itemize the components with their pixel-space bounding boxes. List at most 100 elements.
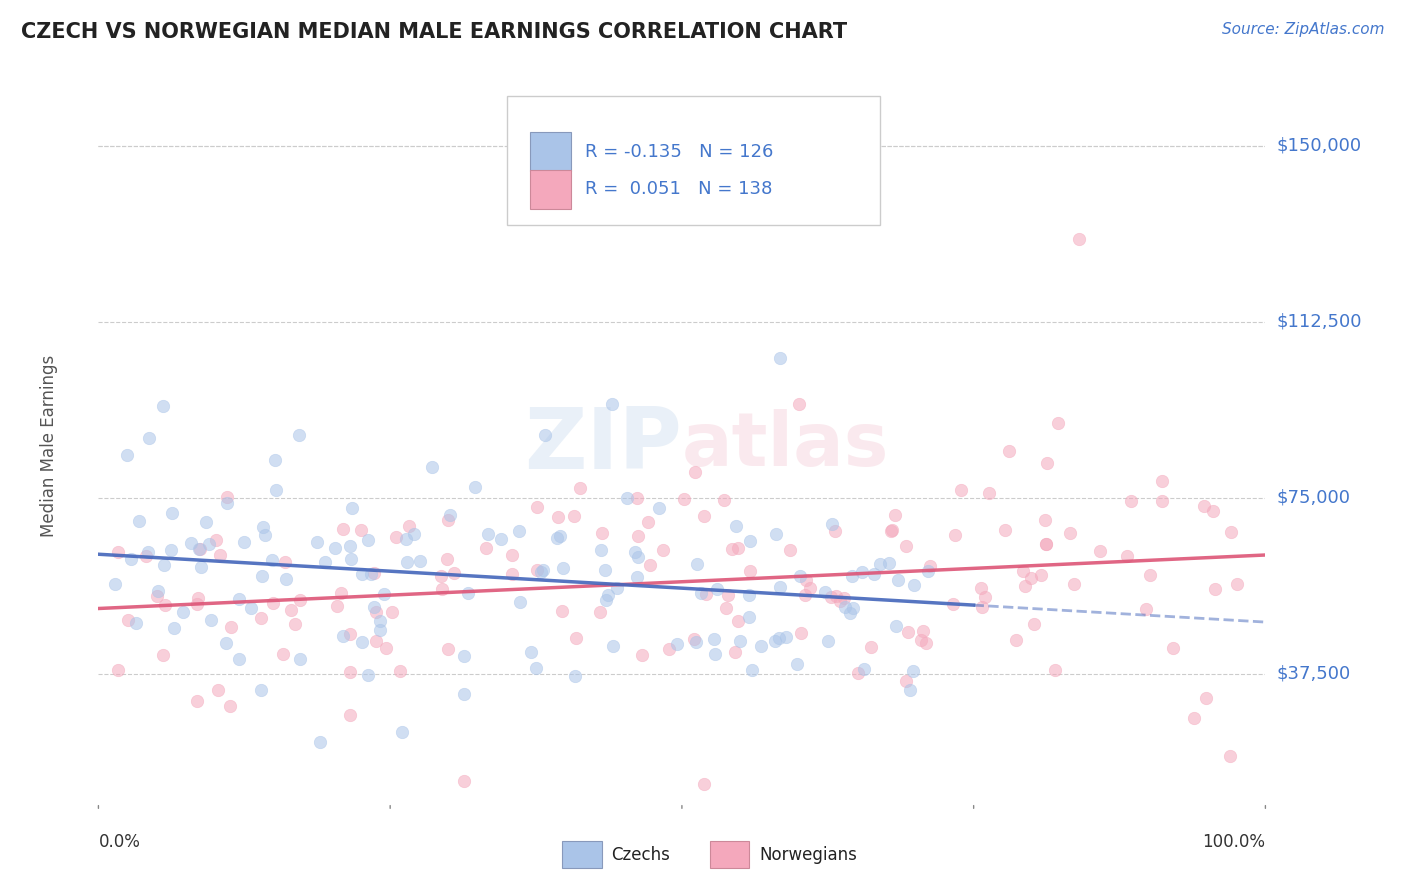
Point: [188, 541, 211, 556]
Point: [686, 557, 709, 571]
Point: [352, 634, 374, 648]
Point: [274, 572, 297, 586]
Point: [437, 642, 460, 657]
Point: [1022, 617, 1045, 632]
Point: [799, 582, 821, 596]
Point: [977, 485, 1000, 500]
Point: [730, 634, 752, 648]
Point: [595, 592, 617, 607]
Point: [217, 490, 239, 504]
Point: [658, 642, 681, 657]
Point: [366, 634, 388, 648]
Point: [309, 735, 332, 749]
Point: [249, 683, 271, 698]
Point: [787, 397, 810, 411]
Point: [627, 550, 650, 565]
Point: [187, 591, 209, 605]
Point: [626, 570, 648, 584]
Point: [897, 625, 920, 640]
Point: [363, 566, 385, 581]
Point: [703, 647, 725, 661]
Point: [789, 569, 811, 583]
Point: [949, 483, 972, 497]
Point: [741, 663, 763, 677]
Point: [918, 559, 941, 574]
Point: [253, 527, 276, 541]
Point: [945, 528, 967, 542]
Point: [740, 564, 762, 578]
Point: [794, 573, 817, 587]
Point: [869, 557, 891, 571]
Point: [524, 661, 547, 675]
Point: [683, 632, 706, 646]
Point: [329, 586, 352, 600]
Point: [973, 590, 995, 604]
Point: [314, 555, 336, 569]
Point: [453, 649, 475, 664]
Point: [453, 687, 475, 701]
Point: [1195, 691, 1218, 706]
Point: [288, 428, 311, 442]
Point: [262, 596, 284, 610]
Point: [385, 530, 408, 544]
Point: [695, 587, 717, 601]
Point: [531, 564, 554, 578]
Point: [548, 529, 571, 543]
Point: [436, 552, 458, 566]
Point: [706, 582, 728, 596]
Point: [1116, 549, 1139, 563]
Point: [228, 652, 250, 666]
Point: [727, 541, 749, 555]
Point: [146, 589, 169, 603]
Point: [825, 589, 848, 603]
Point: [1121, 493, 1143, 508]
Point: [352, 566, 374, 581]
Point: [910, 633, 932, 648]
Point: [453, 773, 475, 788]
Point: [821, 517, 844, 532]
Point: [1047, 416, 1070, 430]
Point: [339, 708, 361, 723]
Point: [148, 584, 170, 599]
Text: atlas: atlas: [682, 409, 889, 483]
Point: [786, 657, 808, 671]
Point: [763, 633, 786, 648]
Point: [332, 629, 354, 643]
Point: [104, 577, 127, 591]
Point: [1036, 456, 1059, 470]
Point: [208, 548, 231, 562]
Point: [1063, 577, 1085, 591]
Point: [626, 491, 648, 505]
Point: [1005, 632, 1028, 647]
Point: [373, 587, 395, 601]
Point: [117, 613, 139, 627]
Point: [602, 639, 624, 653]
Text: Source: ZipAtlas.com: Source: ZipAtlas.com: [1222, 22, 1385, 37]
Point: [128, 514, 150, 528]
Point: [631, 648, 654, 662]
Point: [884, 508, 907, 522]
Point: [851, 566, 873, 580]
Point: [903, 664, 925, 678]
Point: [368, 614, 391, 628]
Point: [135, 549, 157, 564]
Point: [638, 558, 661, 572]
Point: [437, 513, 460, 527]
FancyBboxPatch shape: [530, 169, 571, 209]
Point: [848, 666, 870, 681]
Point: [779, 542, 801, 557]
Point: [648, 501, 671, 516]
Point: [215, 496, 238, 510]
Point: [717, 589, 740, 603]
Point: [107, 663, 129, 677]
Point: [725, 519, 748, 533]
Point: [1150, 474, 1173, 488]
Point: [1201, 503, 1223, 517]
Point: [218, 699, 240, 714]
Point: [568, 482, 591, 496]
Point: [690, 586, 713, 600]
Point: [263, 452, 285, 467]
Point: [363, 600, 385, 615]
Point: [616, 491, 638, 506]
Point: [264, 483, 287, 497]
